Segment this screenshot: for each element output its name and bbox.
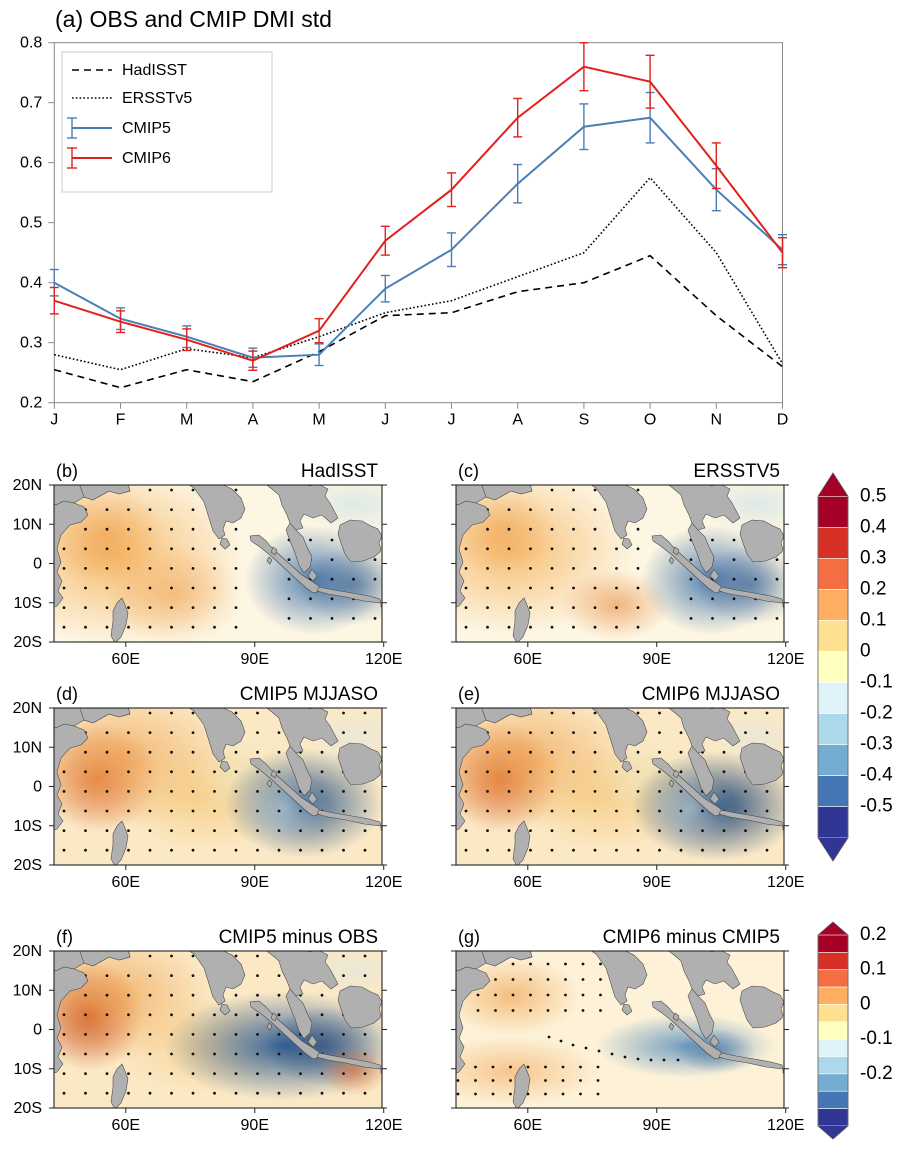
svg-text:0.7: 0.7 <box>20 95 42 112</box>
svg-text:0.3: 0.3 <box>20 335 42 352</box>
svg-text:(g): (g) <box>458 927 480 947</box>
svg-text:0.2: 0.2 <box>860 578 886 599</box>
svg-text:0.6: 0.6 <box>20 155 42 172</box>
svg-text:60E: 60E <box>514 1117 542 1134</box>
svg-text:0.4: 0.4 <box>860 516 887 537</box>
svg-text:0.1: 0.1 <box>860 959 886 980</box>
svg-text:0.2: 0.2 <box>20 395 42 412</box>
svg-text:-0.2: -0.2 <box>860 703 893 724</box>
svg-text:0.5: 0.5 <box>860 485 886 506</box>
svg-text:90E: 90E <box>643 874 671 891</box>
svg-text:90E: 90E <box>240 874 268 891</box>
svg-text:120E: 120E <box>767 651 804 668</box>
svg-text:CMIP6 MJJASO: CMIP6 MJJASO <box>642 684 780 705</box>
svg-text:20S: 20S <box>13 634 41 651</box>
svg-text:0: 0 <box>33 555 42 572</box>
svg-text:(b): (b) <box>56 461 78 481</box>
svg-text:M: M <box>180 412 193 429</box>
svg-text:S: S <box>579 412 590 429</box>
svg-text:HadISST: HadISST <box>122 62 187 79</box>
svg-text:10N: 10N <box>12 516 41 533</box>
svg-text:M: M <box>312 412 325 429</box>
svg-text:90E: 90E <box>643 651 671 668</box>
svg-text:0: 0 <box>860 640 871 661</box>
svg-text:20S: 20S <box>13 857 41 874</box>
svg-text:90E: 90E <box>240 651 268 668</box>
svg-text:0: 0 <box>33 778 42 795</box>
svg-text:10N: 10N <box>12 739 41 756</box>
svg-text:HadISST: HadISST <box>301 461 378 482</box>
svg-text:(f): (f) <box>56 927 73 947</box>
svg-text:(d): (d) <box>56 684 78 704</box>
svg-text:20N: 20N <box>12 943 41 960</box>
svg-text:0.2: 0.2 <box>860 924 886 945</box>
svg-text:CMIP6: CMIP6 <box>122 150 171 167</box>
svg-text:A: A <box>248 412 259 429</box>
svg-text:N: N <box>711 412 723 429</box>
svg-text:(e): (e) <box>458 684 480 704</box>
svg-text:CMIP6 minus CMIP5: CMIP6 minus CMIP5 <box>603 927 780 948</box>
svg-text:60E: 60E <box>514 651 542 668</box>
svg-text:-0.1: -0.1 <box>860 1028 893 1049</box>
svg-text:10N: 10N <box>12 982 41 999</box>
svg-text:-0.1: -0.1 <box>860 672 893 693</box>
svg-text:0: 0 <box>860 993 871 1014</box>
svg-text:120E: 120E <box>365 1117 402 1134</box>
svg-text:10S: 10S <box>13 595 41 612</box>
svg-text:0.4: 0.4 <box>20 275 42 292</box>
svg-text:60E: 60E <box>111 651 139 668</box>
svg-text:O: O <box>644 412 656 429</box>
svg-text:J: J <box>448 412 456 429</box>
svg-text:120E: 120E <box>767 1117 804 1134</box>
svg-text:CMIP5: CMIP5 <box>122 120 171 137</box>
svg-text:120E: 120E <box>365 651 402 668</box>
svg-text:CMIP5 MJJASO: CMIP5 MJJASO <box>239 684 377 705</box>
svg-text:0.1: 0.1 <box>860 609 886 630</box>
svg-text:0.5: 0.5 <box>20 215 42 232</box>
svg-text:-0.4: -0.4 <box>860 765 893 786</box>
svg-text:J: J <box>381 412 389 429</box>
svg-text:(c): (c) <box>458 461 479 481</box>
svg-text:20N: 20N <box>12 700 41 717</box>
svg-text:90E: 90E <box>643 1117 671 1134</box>
svg-text:F: F <box>116 412 126 429</box>
svg-text:60E: 60E <box>514 874 542 891</box>
svg-text:120E: 120E <box>767 874 804 891</box>
svg-text:-0.3: -0.3 <box>860 734 893 755</box>
svg-text:10S: 10S <box>13 1061 41 1078</box>
svg-text:A: A <box>512 412 523 429</box>
svg-text:90E: 90E <box>240 1117 268 1134</box>
svg-text:0: 0 <box>33 1021 42 1038</box>
svg-text:ERSSTv5: ERSSTv5 <box>122 90 192 107</box>
svg-text:ERSSTV5: ERSSTV5 <box>694 461 781 482</box>
svg-text:60E: 60E <box>111 1117 139 1134</box>
svg-text:60E: 60E <box>111 874 139 891</box>
svg-text:-0.2: -0.2 <box>860 1063 893 1084</box>
svg-text:-0.5: -0.5 <box>860 796 893 817</box>
svg-text:0.3: 0.3 <box>860 547 886 568</box>
svg-text:0.8: 0.8 <box>20 35 42 52</box>
svg-text:120E: 120E <box>365 874 402 891</box>
svg-text:J: J <box>50 412 58 429</box>
svg-text:10S: 10S <box>13 817 41 834</box>
svg-text:D: D <box>777 412 789 429</box>
svg-text:CMIP5 minus OBS: CMIP5 minus OBS <box>218 927 377 948</box>
svg-text:20N: 20N <box>12 477 41 494</box>
svg-text:20S: 20S <box>13 1100 41 1117</box>
